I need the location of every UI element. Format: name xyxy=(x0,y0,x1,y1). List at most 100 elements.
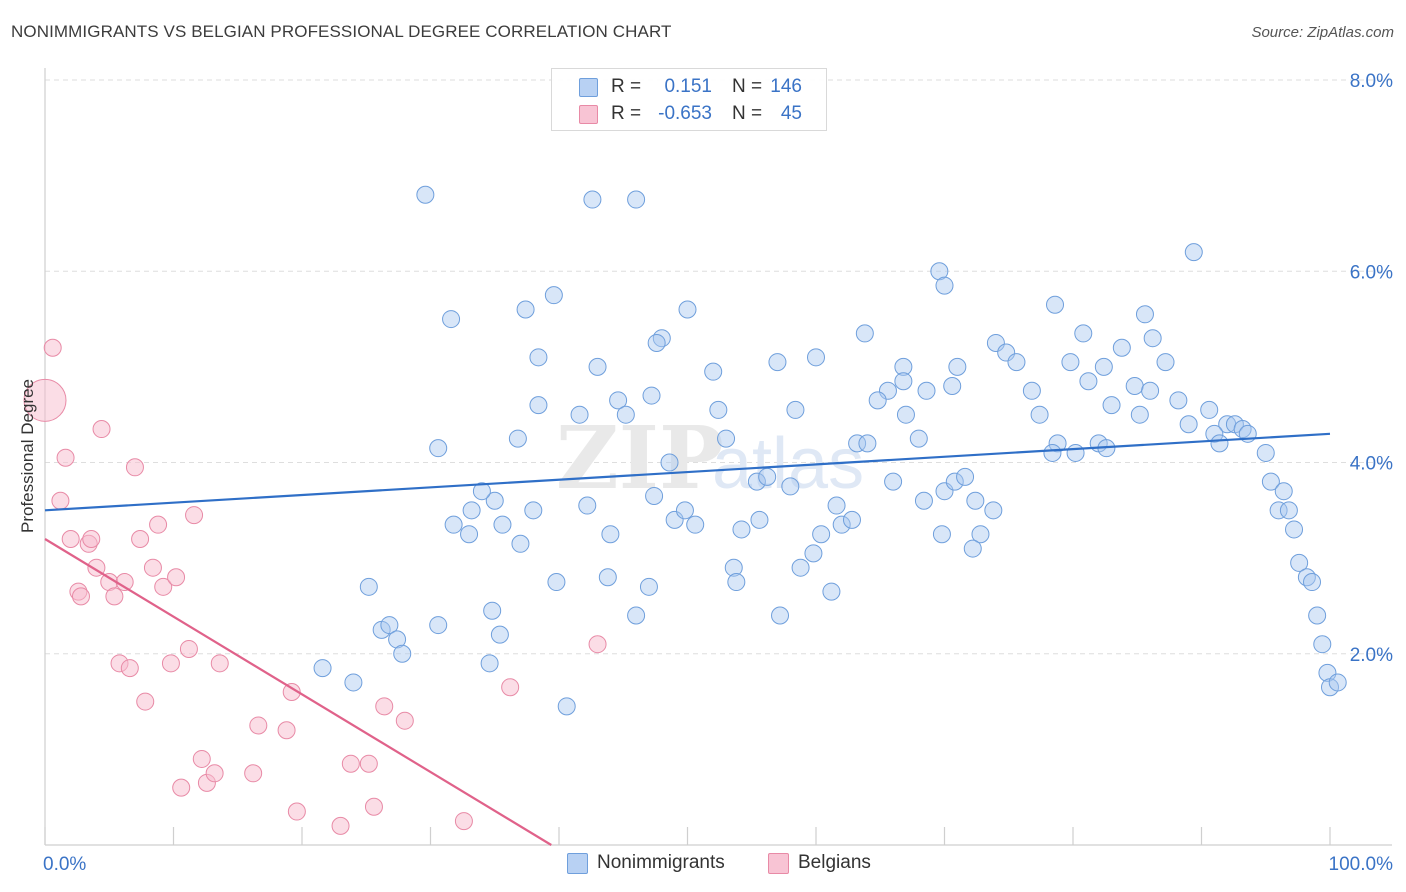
nonimmigrants-point xyxy=(758,467,777,486)
nonimmigrants-point xyxy=(750,510,769,529)
nonimmigrants-point xyxy=(344,673,363,692)
nonimmigrants-point xyxy=(963,539,982,558)
nonimmigrants-point xyxy=(442,310,461,329)
nonimmigrants-point xyxy=(686,515,705,534)
y-tick-label: 8.0% xyxy=(1350,71,1393,92)
belgians-point xyxy=(149,515,168,534)
trend-lines xyxy=(44,432,1331,846)
legend-row-nonimmigrants: R = 0.151 N = 146 xyxy=(552,74,826,101)
belgians-point xyxy=(120,659,139,678)
nonimmigrants-point xyxy=(858,434,877,453)
nonimmigrants-point xyxy=(768,353,787,372)
nonimmigrants-point xyxy=(848,434,867,453)
belgians-point xyxy=(277,721,296,740)
nonimmigrants-point xyxy=(1007,353,1026,372)
legend-r-value: -0.653 xyxy=(658,103,712,124)
nonimmigrants-point xyxy=(935,276,954,295)
belgians-point xyxy=(210,654,229,673)
belgians-point xyxy=(287,802,306,821)
nonimmigrants-point xyxy=(930,262,949,281)
bottom-legend-belgians: Belgians xyxy=(798,852,871,873)
nonimmigrants-point xyxy=(678,300,697,319)
nonimmigrants-point xyxy=(781,477,800,496)
nonimmigrants-point xyxy=(884,472,903,491)
legend-swatch-pink xyxy=(579,105,598,124)
legend-n-label: N = xyxy=(732,76,763,97)
nonimmigrants-point xyxy=(822,582,841,601)
belgians-point xyxy=(375,697,394,716)
belgians-point xyxy=(82,530,101,548)
nonimmigrants-point xyxy=(747,472,766,491)
nonimmigrants-point xyxy=(812,525,831,544)
nonimmigrants-point xyxy=(601,525,620,544)
nonimmigrants-point xyxy=(804,544,823,563)
nonimmigrants-point xyxy=(984,501,1003,520)
nonimmigrants-point xyxy=(645,486,664,505)
belgians-point xyxy=(331,816,350,835)
legend-n-label: N = xyxy=(732,103,763,124)
belgians-point xyxy=(143,558,162,577)
nonimmigrants-point xyxy=(429,439,448,458)
belgians-point xyxy=(359,754,378,773)
nonimmigrants-point xyxy=(971,525,990,544)
nonimmigrants-point xyxy=(1328,673,1347,692)
nonimmigrants-point xyxy=(914,491,933,510)
nonimmigrants-point xyxy=(544,286,563,305)
y-tick-label: 6.0% xyxy=(1350,262,1393,283)
belgians-point xyxy=(154,577,173,596)
nonimmigrants-point xyxy=(717,429,736,448)
axes xyxy=(44,68,1392,846)
bottom-legend-swatch-blue xyxy=(567,853,588,874)
nonimmigrants-point xyxy=(1233,420,1252,439)
nonimmigrants-point xyxy=(472,482,491,501)
belgians-point xyxy=(588,635,607,654)
nonimmigrants-point xyxy=(1094,357,1113,376)
nonimmigrants-point xyxy=(709,400,728,419)
nonimmigrants-point xyxy=(444,515,463,534)
tick-labels: 2.0% 4.0% 6.0% 8.0% 0.0% 100.0% xyxy=(43,71,1393,875)
nonimmigrants-point xyxy=(511,534,530,553)
nonimmigrants-point xyxy=(516,300,535,319)
nonimmigrants-point xyxy=(1061,353,1080,372)
nonimmigrants-point xyxy=(1205,424,1224,443)
correlation-legend: R = 0.151 N = 146 R = -0.653 N = 45 xyxy=(551,68,827,131)
nonimmigrants-point xyxy=(429,616,448,635)
belgians-point xyxy=(43,338,62,357)
nonimmigrants-point xyxy=(1156,353,1175,372)
nonimmigrants-point xyxy=(524,501,543,520)
nonimmigrants-point xyxy=(842,510,861,529)
nonimmigrants-point xyxy=(917,381,936,400)
nonimmigrants-point xyxy=(583,190,602,209)
nonimmigrants-point xyxy=(462,501,481,520)
nonimmigrants-point xyxy=(1210,434,1229,453)
legend-row-belgians: R = -0.653 N = 45 xyxy=(552,101,826,128)
y-axis-label: Professional Degree xyxy=(18,378,37,534)
belgians-point xyxy=(172,778,191,797)
nonimmigrants-point xyxy=(616,405,635,424)
belgians-point xyxy=(249,716,268,735)
nonimmigrants-trend-line xyxy=(44,432,1331,512)
watermark: ZIP atlas xyxy=(556,408,864,509)
y-tick-label: 2.0% xyxy=(1350,645,1393,666)
belgians-point xyxy=(179,639,198,658)
belgians-point xyxy=(71,587,90,606)
chart-title: NONIMMIGRANTS VS BELGIAN PROFESSIONAL DE… xyxy=(11,22,672,41)
nonimmigrants-point xyxy=(660,453,679,472)
nonimmigrants-point xyxy=(1200,400,1219,419)
nonimmigrants-point xyxy=(1169,391,1188,410)
nonimmigrants-point xyxy=(1184,243,1203,262)
nonimmigrants-point xyxy=(1141,381,1160,400)
nonimmigrants-point xyxy=(490,625,509,644)
belgians-point xyxy=(131,530,150,548)
nonimmigrants-point xyxy=(1022,381,1041,400)
nonimmigrants-point xyxy=(627,190,646,209)
nonimmigrants-point xyxy=(639,577,658,596)
nonimmigrants-point xyxy=(570,405,589,424)
nonimmigrants-point xyxy=(460,525,479,544)
nonimmigrants-point xyxy=(529,396,548,415)
nonimmigrants-point xyxy=(1048,434,1067,453)
nonimmigrants-point xyxy=(588,357,607,376)
nonimmigrants-point xyxy=(529,348,548,367)
nonimmigrants-point xyxy=(1297,568,1316,587)
